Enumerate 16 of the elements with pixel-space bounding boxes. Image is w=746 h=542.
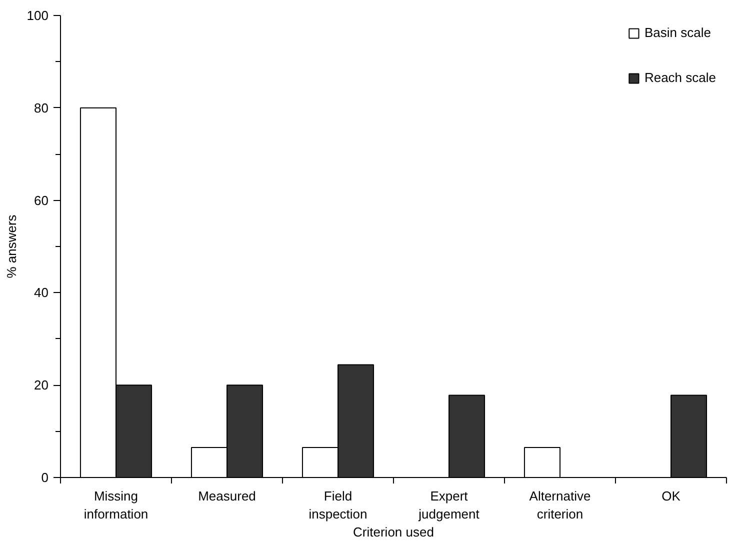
x-tick-label: Missing information — [84, 488, 148, 522]
y-tick-label: 40 — [34, 285, 49, 300]
y-tick-label: 20 — [34, 378, 49, 393]
y-tick-label: 60 — [34, 192, 49, 208]
x-tick-label: Field inspection — [308, 488, 368, 522]
y-tick-label: 100 — [26, 8, 49, 23]
legend-label: Basin scale — [644, 25, 711, 40]
y-tick-label: 0 — [41, 470, 49, 485]
x-tick-label: OK — [662, 488, 681, 504]
x-tick-label: Alternative criterion — [529, 488, 591, 522]
x-tick-label: Measured — [198, 488, 256, 504]
legend-label: Reach scale — [644, 70, 716, 85]
y-tick-label: 80 — [34, 100, 49, 116]
x-axis-title: Criterion used — [353, 524, 434, 540]
y-axis-title: % answers — [4, 214, 19, 278]
x-tick-label: Expert judgement — [418, 488, 480, 522]
